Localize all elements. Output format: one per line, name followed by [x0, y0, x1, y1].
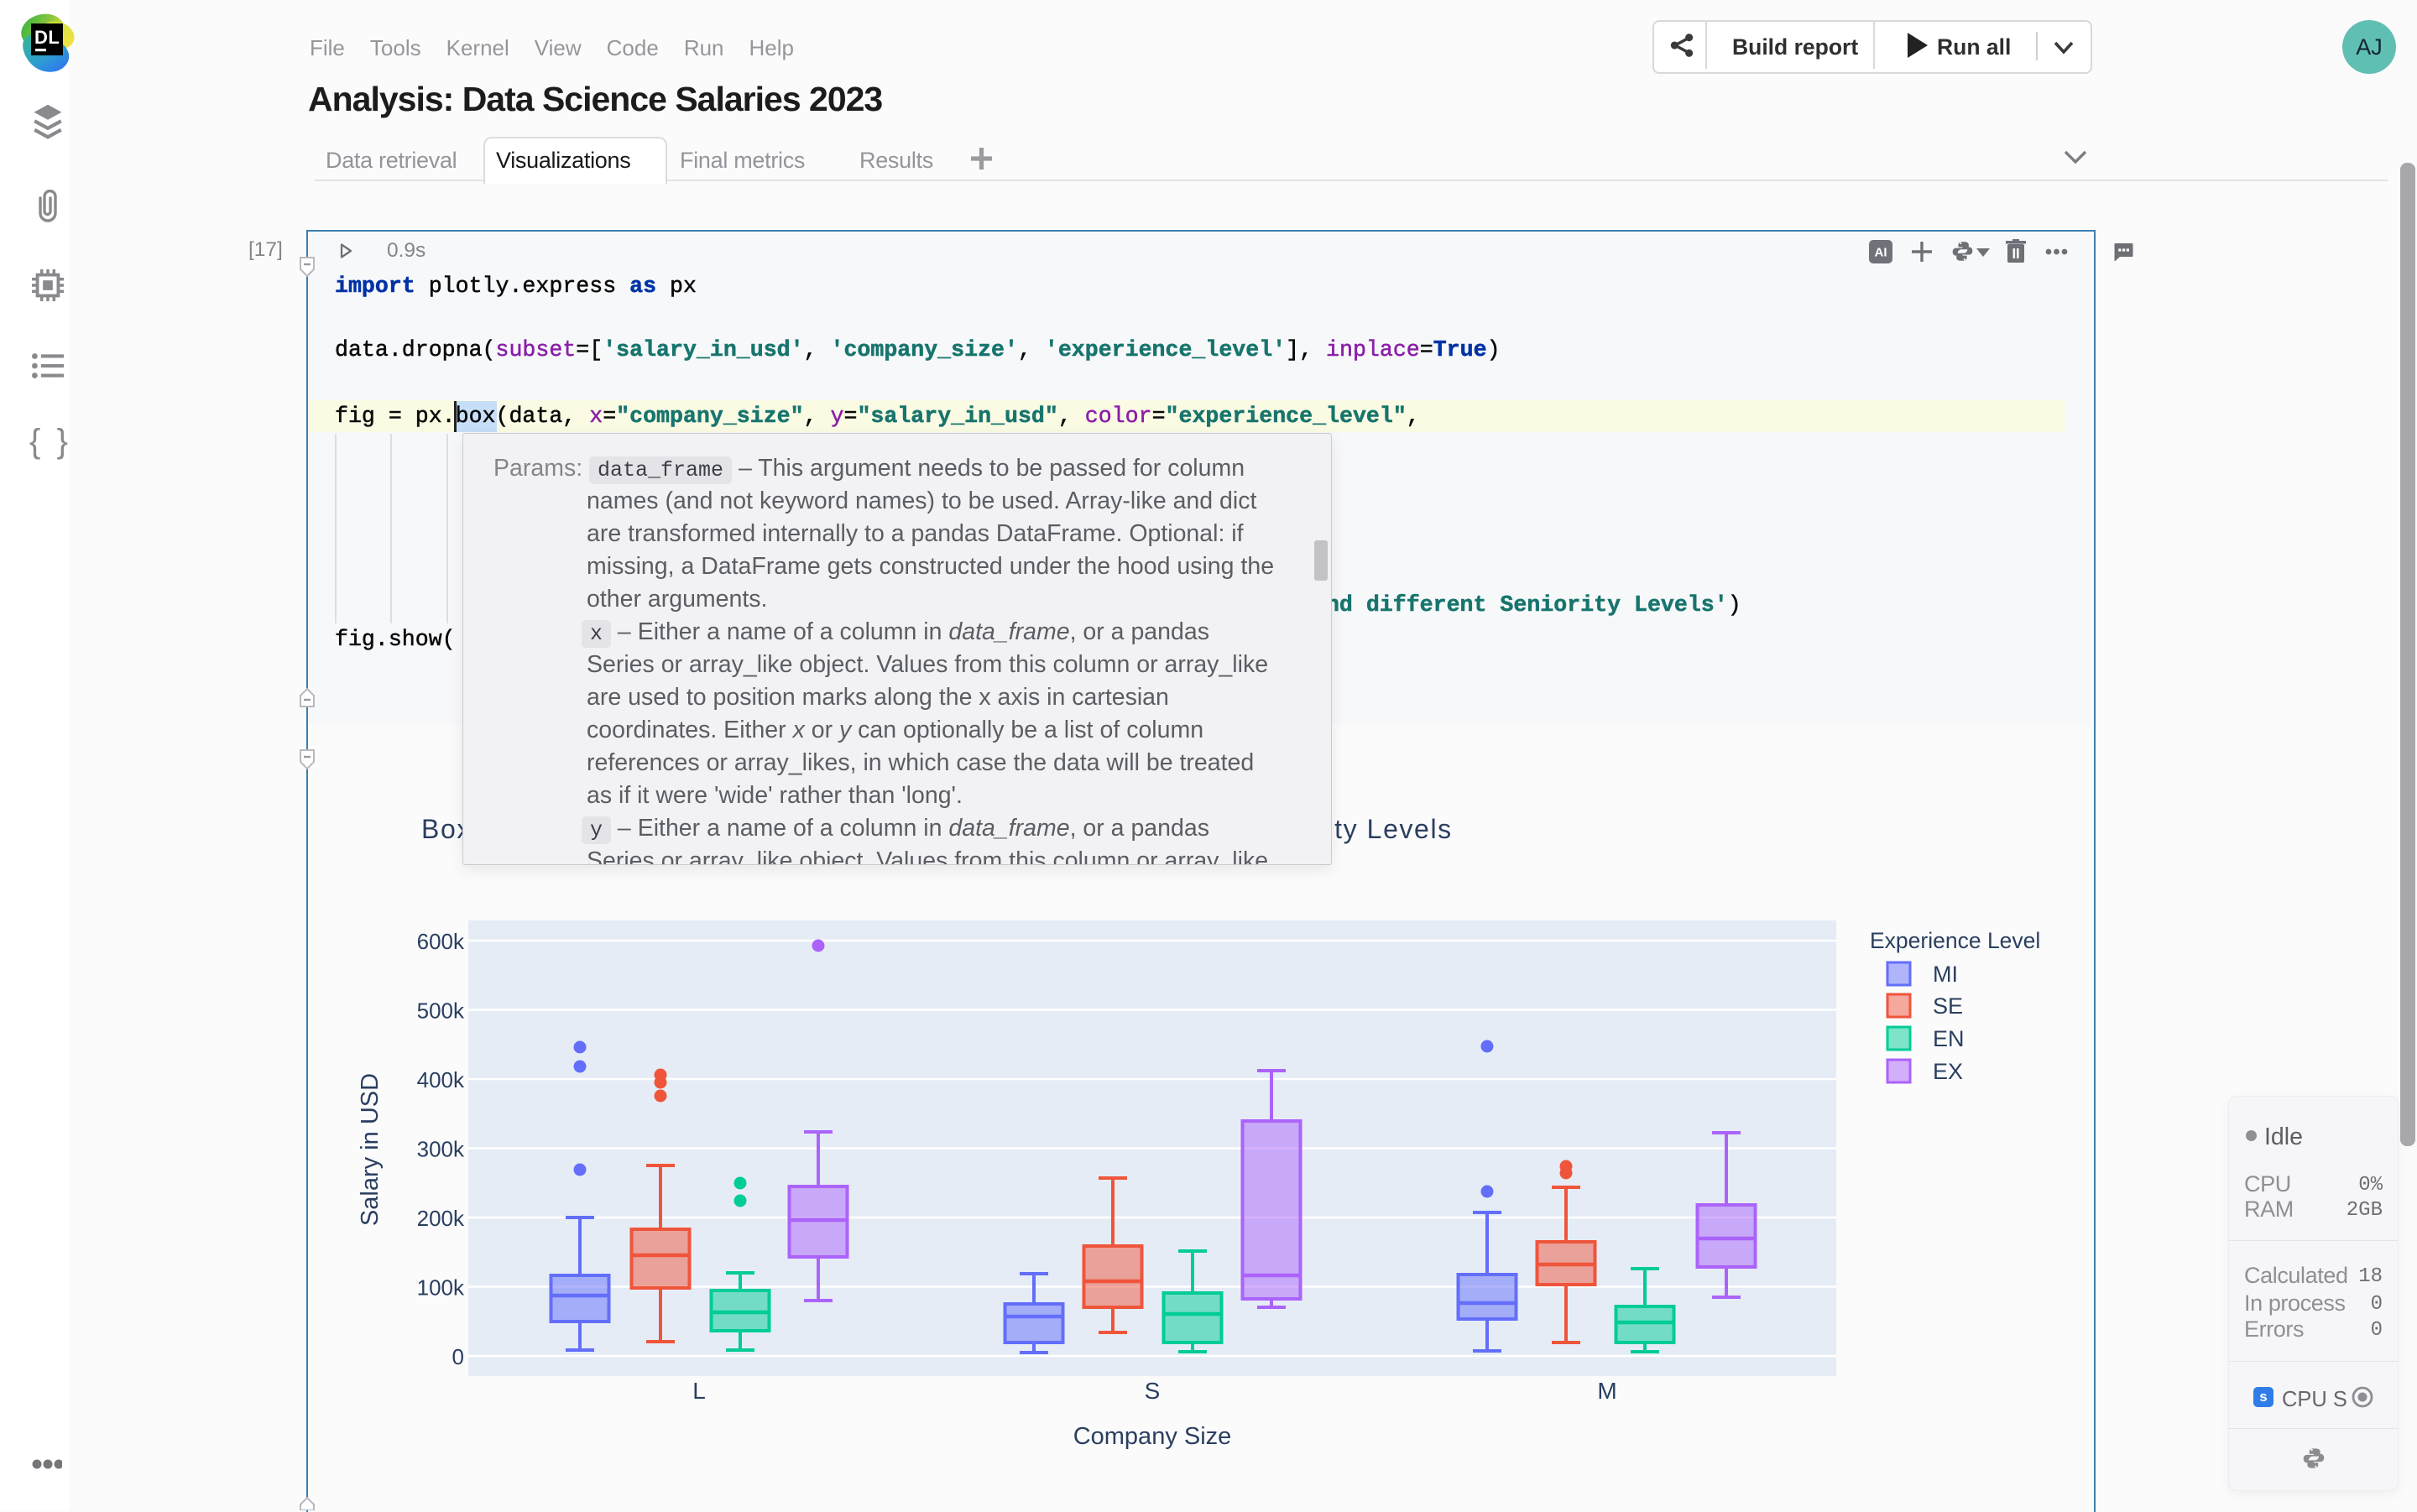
svg-text:DL: DL: [34, 27, 60, 48]
svg-text:M: M: [1597, 1378, 1616, 1404]
svg-text:MI: MI: [1933, 962, 1958, 987]
svg-text:600k: 600k: [417, 929, 465, 954]
svg-text:Experience Level: Experience Level: [1870, 928, 2040, 953]
svg-text:S: S: [1145, 1378, 1161, 1404]
svg-text:EX: EX: [1933, 1059, 1963, 1084]
svg-text:Salary in USD: Salary in USD: [357, 1073, 384, 1226]
svg-text:AI: AI: [1875, 246, 1887, 260]
svg-text:Company Size: Company Size: [1073, 1423, 1232, 1450]
svg-text:400k: 400k: [417, 1067, 465, 1092]
svg-text:200k: 200k: [417, 1206, 465, 1231]
svg-text:500k: 500k: [417, 998, 465, 1024]
svg-text:EN: EN: [1933, 1026, 1965, 1051]
svg-text:300k: 300k: [417, 1137, 465, 1162]
svg-text:100k: 100k: [417, 1275, 465, 1301]
svg-text:0: 0: [452, 1344, 464, 1369]
svg-text:SE: SE: [1933, 993, 1963, 1019]
svg-text:L: L: [692, 1378, 706, 1404]
